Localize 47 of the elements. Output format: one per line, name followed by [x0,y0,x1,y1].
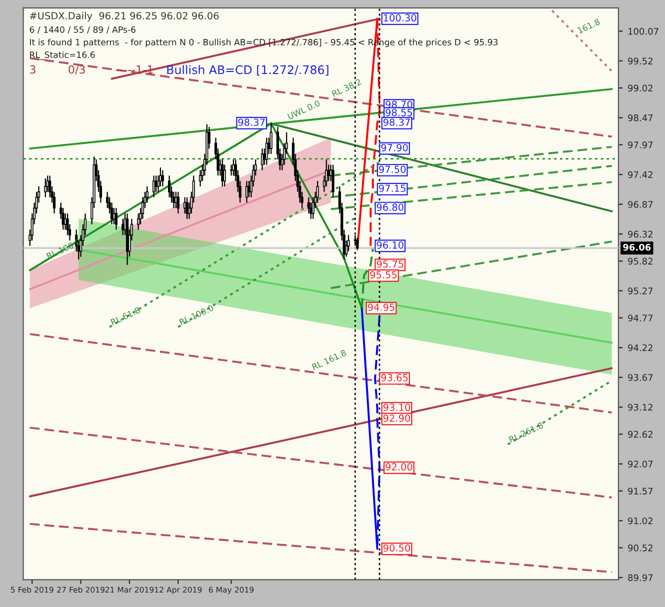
y-tick-label: 94.77 [628,314,653,322]
annotation: RL_Static=16.6 [30,51,95,60]
y-tick-label: 93.67 [628,374,653,381]
y-tick-label: 90.52 [628,544,652,552]
annotation: UWL 0.0 [287,100,320,120]
annotation: 96.80 [376,204,404,211]
annotation: 98.37 [238,118,265,126]
annotation: 90.50 [383,544,410,552]
y-tick-label: 100.07 [628,28,658,35]
annotation: 98.37 [383,118,410,126]
ref-line-label: 96.06 [623,244,651,251]
annotation: 95.75 [376,260,404,268]
y-tick-label: 92.62 [628,430,652,438]
y-tick-label: 93.12 [628,404,652,411]
y-tick-label: 96.87 [628,200,653,208]
y-tick-label: 97.42 [628,171,652,178]
y-tick-label: 94.22 [628,344,652,352]
annotation: 96.10 [376,241,404,249]
annotation: 94.95 [368,304,394,311]
annotation: 3 [30,65,36,74]
y-tick-label: 99.02 [628,84,652,92]
annotation: Bullish AB=CD [1.272/.786] [167,65,328,76]
annotation: 92.90 [383,414,410,422]
y-tick-label: 92.07 [628,460,653,468]
chart-title: #USDX.Daily 96.21 96.25 96.02 96.06 [30,12,219,22]
annotation: 6 / 1440 / 55 / 89 / APs-6 [30,26,136,34]
annotation: 93.10 [383,404,410,412]
y-tick-label: 96.32 [628,230,652,238]
y-tick-label: 91.02 [628,517,652,524]
annotation: RL 61.8 [110,306,140,326]
annotation: RL 38.2 [332,78,362,97]
y-tick-label: 95.27 [628,288,653,294]
annotation: 95.55 [370,271,397,278]
annotation: 97.50 [379,166,406,173]
y-tick-label: 91.57 [628,488,653,495]
annotation: 98.55 [386,108,412,116]
annotation: 93.65 [381,374,408,382]
y-tick-label: 98.47 [628,114,653,122]
y-tick-label: 95.82 [628,258,652,265]
y-tick-label: 97.97 [628,141,653,148]
annotation: 100.30 [384,14,416,22]
annotation: 97.15 [379,184,406,192]
annotation: 92.00 [386,463,412,471]
annotation: 97.90 [381,144,408,152]
y-tick-label: 89.97 [628,574,653,582]
annotation: 0/3 [68,65,85,75]
y-tick-label: 99.52 [628,58,652,64]
